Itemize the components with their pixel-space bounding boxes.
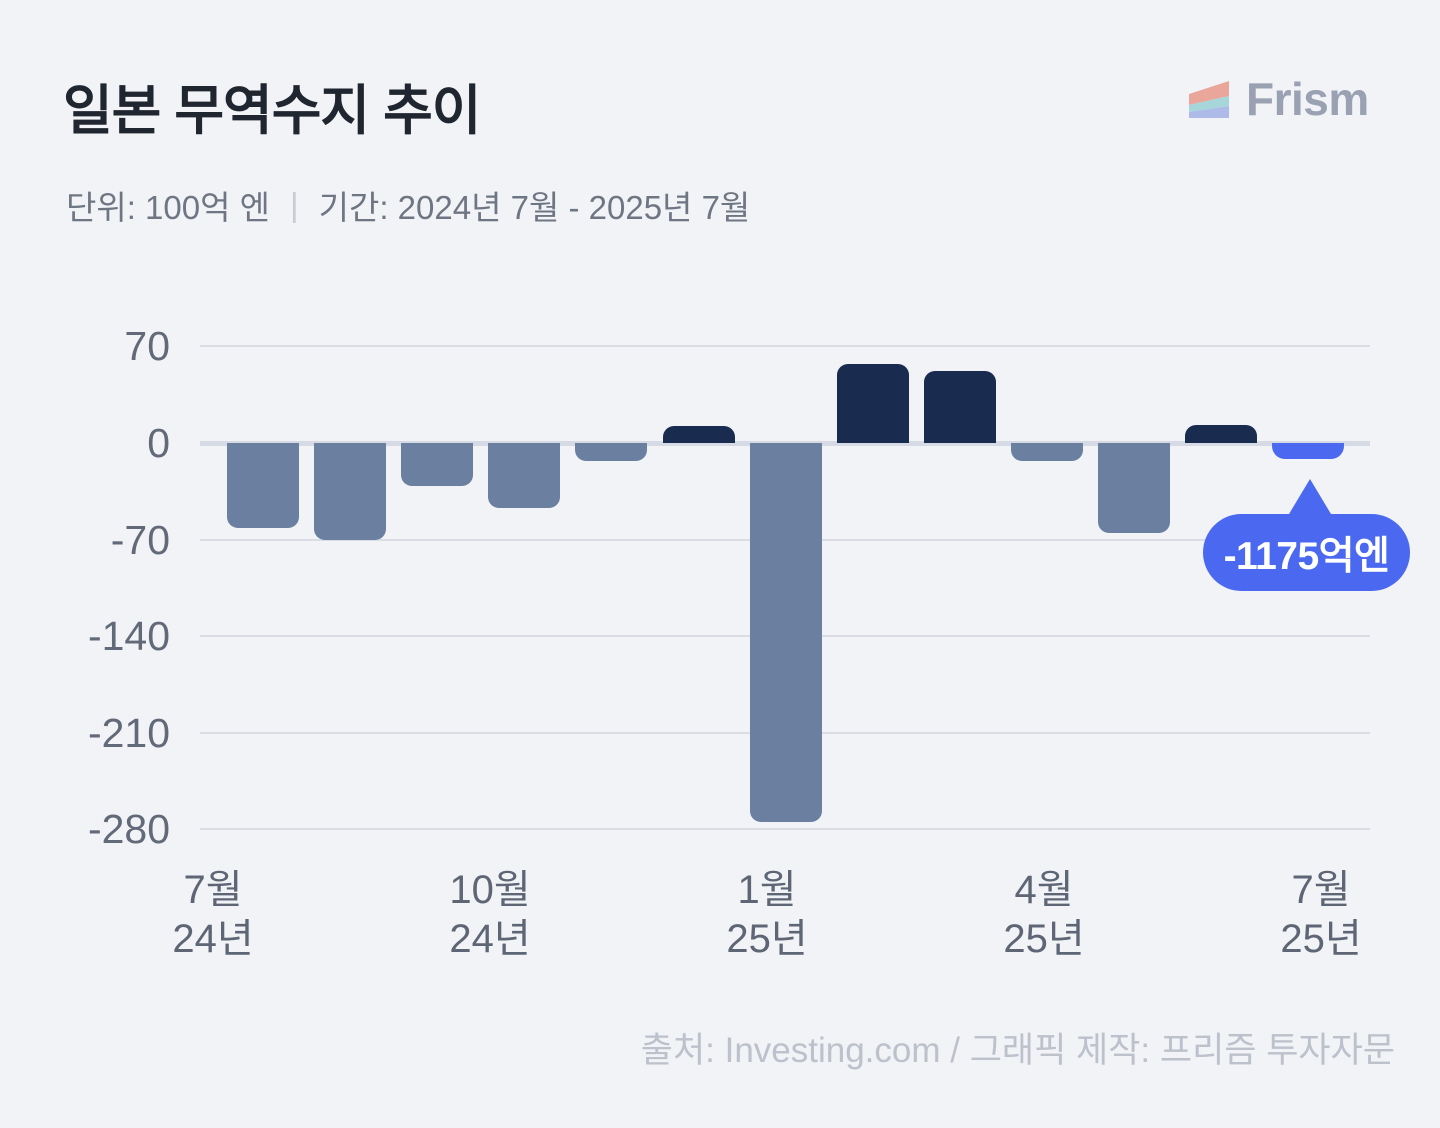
x-axis-label-4: 4월 25년 — [1003, 868, 1085, 961]
bar-2025-02 — [837, 364, 909, 443]
subtitle-unit: 단위: 100억 엔 — [66, 189, 271, 226]
bar-2025-01 — [750, 443, 822, 822]
value-callout-text: -1175억엔 — [1223, 534, 1390, 578]
x-axis-label-1: 7월 24년 — [172, 868, 254, 961]
footer-source: 출처: Investing.com / 그래픽 제작: 프리즘 투자자문 — [640, 1031, 1395, 1070]
bar-2024-08 — [314, 443, 386, 540]
y-axis-label-0: 0 — [147, 420, 170, 466]
y-axis-label-70: 70 — [124, 323, 170, 370]
brand-logo: Frism — [1186, 72, 1369, 126]
y-axis-label--210: -210 — [87, 709, 170, 756]
bar-2025-04 — [1011, 443, 1083, 461]
bar-2024-07 — [227, 443, 299, 528]
frism-logo-icon — [1186, 78, 1232, 120]
gridline-70 — [200, 345, 1370, 348]
bar-2025-03 — [924, 371, 996, 443]
y-axis-label--140: -140 — [87, 613, 170, 660]
value-callout: -1175억엔 — [1203, 514, 1410, 591]
y-axis-label--70: -70 — [110, 516, 170, 563]
subtitle-divider: | — [290, 186, 299, 223]
x-axis-label-3: 1월 25년 — [726, 868, 808, 961]
x-axis-label-5: 7월 25년 — [1280, 868, 1362, 961]
subtitle-period: 기간: 2024년 7월 - 2025년 7월 — [318, 189, 751, 226]
bar-2024-11 — [575, 443, 647, 461]
x-axis-label-2: 10월 24년 — [449, 868, 531, 961]
gridline--280 — [200, 828, 1370, 831]
y-axis-label--280: -280 — [87, 806, 170, 853]
bar-2025-07 — [1272, 443, 1344, 459]
value-callout-pointer — [1286, 479, 1334, 519]
bar-2024-12 — [663, 426, 735, 443]
page-title: 일본 무역수지 추이 — [63, 81, 481, 141]
brand-name: Frism — [1246, 73, 1369, 125]
bar-2025-05 — [1098, 443, 1170, 533]
bar-2025-06 — [1185, 425, 1257, 443]
subtitle: 단위: 100억 엔 | 기간: 2024년 7월 - 2025년 7월 — [66, 181, 750, 229]
bar-2024-09 — [401, 443, 473, 486]
bar-2024-10 — [488, 443, 560, 508]
